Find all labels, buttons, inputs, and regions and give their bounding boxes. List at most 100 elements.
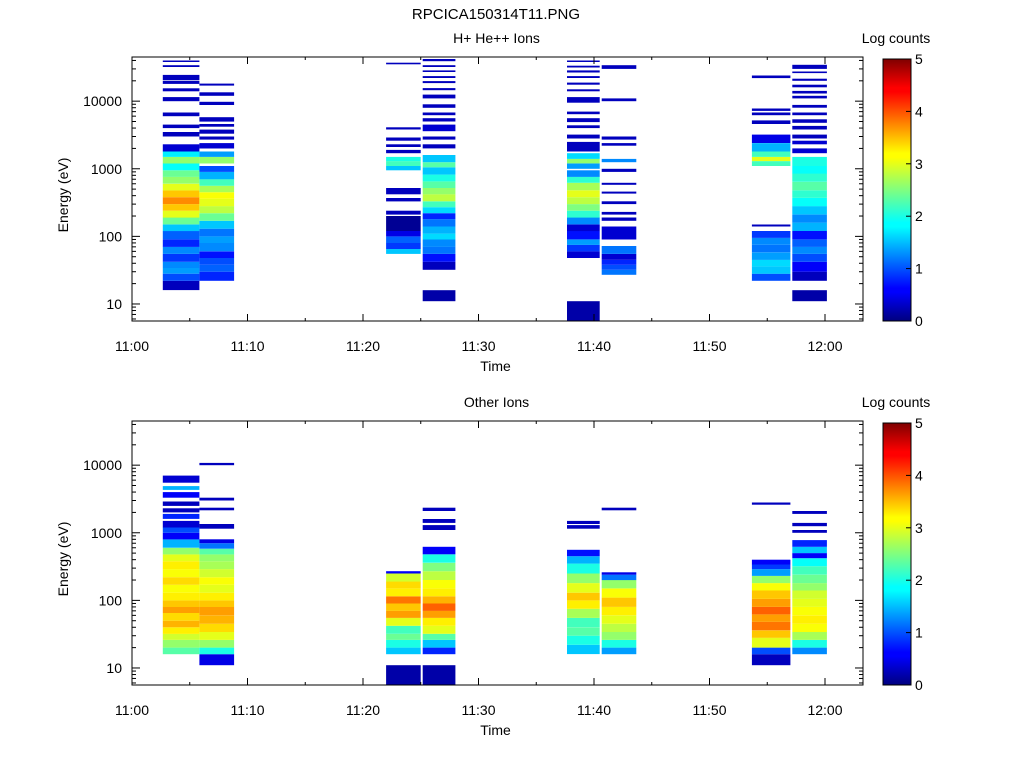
heatmap-cell: [422, 188, 456, 195]
heatmap-cell: [199, 213, 235, 221]
heatmap-cell: [386, 149, 421, 154]
heatmap-cell: [422, 610, 456, 618]
x-tick-label: 11:50: [693, 338, 727, 354]
heatmap-cell: [386, 156, 421, 162]
heatmap-cell: [601, 253, 637, 260]
heatmap-cell: [567, 97, 600, 103]
heatmap-cell: [601, 143, 637, 146]
heatmap-cell: [422, 144, 456, 149]
heatmap-cell: [567, 600, 600, 609]
colorbar-tick-label: 0: [915, 677, 923, 693]
heatmap-cell: [386, 231, 421, 237]
heatmap-cell: [162, 633, 200, 640]
heatmap-cell: [386, 198, 421, 202]
heatmap-cell: [386, 665, 421, 685]
heatmap-cell: [567, 251, 600, 258]
heatmap-cell: [792, 540, 827, 547]
heatmap-cell: [162, 97, 200, 102]
heatmap-cell: [162, 246, 200, 254]
colorbar-label: Log counts: [862, 394, 931, 410]
heatmap-cell: [422, 546, 456, 555]
heatmap-cell: [751, 559, 791, 565]
colorbar-label: Log counts: [862, 30, 931, 46]
heatmap-cell: [751, 134, 791, 143]
heatmap-cell: [751, 151, 791, 157]
heatmap-cell: [162, 204, 200, 211]
heatmap-cell: [601, 136, 637, 140]
colorbar-gradient: [883, 59, 911, 321]
heatmap-cell: [567, 210, 600, 218]
heatmap-cell: [199, 639, 235, 648]
heatmap-cell: [422, 104, 456, 108]
y-tick-label: 1000: [91, 525, 122, 541]
heatmap-cell: [386, 166, 421, 171]
heatmap-cell: [199, 124, 235, 127]
heatmap-cell: [792, 639, 827, 648]
heatmap-cell: [751, 237, 791, 245]
heatmap-cell: [162, 569, 200, 578]
y-tick-label: 10: [106, 296, 122, 312]
heatmap-cell: [601, 182, 637, 185]
heatmap-cell: [162, 176, 200, 184]
heatmap-cell: [162, 532, 200, 540]
heatmap-cell: [601, 259, 637, 265]
heatmap-cell: [751, 224, 791, 227]
heatmap-cell: [751, 583, 791, 591]
heatmap-cell: [567, 525, 600, 529]
heatmap-cell: [162, 606, 200, 613]
heatmap-cell: [792, 558, 827, 567]
heatmap-cell: [199, 129, 235, 134]
heatmap-cell: [422, 246, 456, 254]
heatmap-cell: [751, 621, 791, 631]
heatmap-cell: [199, 83, 235, 86]
x-tick-label: 11:00: [115, 338, 149, 354]
heatmap-cell: [162, 239, 200, 247]
heatmap-cell: [422, 571, 456, 580]
heatmap-cell: [422, 580, 456, 589]
heatmap-cell: [199, 462, 235, 466]
colorbar-gradient: [883, 423, 911, 685]
heatmap-cell: [422, 219, 456, 227]
heatmap-cell: [792, 574, 827, 584]
heatmap-cell: [386, 137, 421, 141]
heatmap-cell: [792, 125, 827, 130]
heatmap-cell: [162, 170, 200, 177]
x-axis-label: Time: [480, 358, 511, 374]
colorbar-tick-label: 5: [915, 415, 923, 431]
heatmap-cell: [199, 242, 235, 252]
heatmap-cell: [601, 632, 637, 640]
x-tick-label: 11:30: [462, 702, 496, 718]
heatmap-cell: [162, 486, 200, 490]
heatmap-cell: [601, 623, 637, 632]
x-tick-label: 11:20: [346, 702, 380, 718]
heatmap-cell: [567, 70, 600, 73]
heatmap-cell: [422, 525, 456, 530]
heatmap-cell: [199, 647, 235, 655]
heatmap-cell: [792, 590, 827, 599]
heatmap-cell: [751, 143, 791, 152]
heatmap-cell: [162, 210, 200, 218]
heatmap-cell: [199, 577, 235, 585]
heatmap-cell: [567, 170, 600, 177]
y-axis-label: Energy (eV): [55, 158, 71, 233]
heatmap-cell: [386, 581, 421, 589]
heatmap-cell: [792, 246, 827, 254]
x-tick-label: 11:10: [231, 702, 265, 718]
heatmap-cell: [422, 261, 456, 270]
heatmap-cell: [162, 190, 200, 198]
heatmap-cell: [601, 647, 637, 655]
x-tick-label: 11:30: [462, 338, 496, 354]
heatmap-cell: [162, 183, 200, 191]
heatmap-cell: [422, 633, 456, 640]
heatmap-cell: [422, 665, 456, 685]
y-tick-label: 1000: [91, 161, 122, 177]
heatmap-cell: [567, 217, 600, 225]
heatmap-cell: [199, 151, 235, 157]
heatmap-cell: [567, 182, 600, 191]
heatmap-cell: [422, 226, 456, 234]
heatmap-cell: [199, 539, 235, 544]
heatmap-cell: [422, 253, 456, 262]
heatmap-cell: [386, 617, 421, 626]
heatmap-cell: [792, 206, 827, 215]
